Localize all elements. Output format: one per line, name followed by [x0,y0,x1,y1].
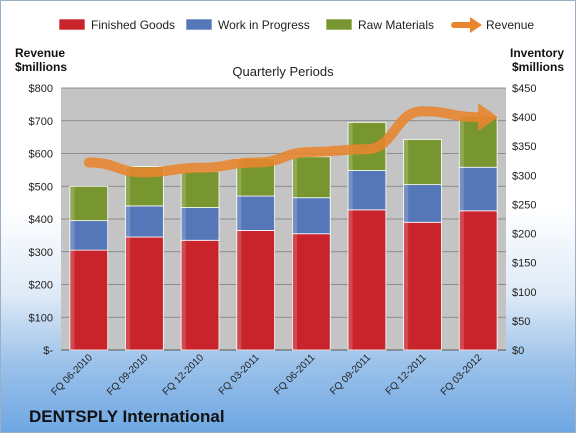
bar-segment [291,156,331,199]
bar-highlight [181,171,186,208]
x-tick-label: FQ 06-2010 [49,352,95,398]
bar-highlight [292,233,297,350]
bar-highlight [292,197,297,234]
legend-label: Finished Goods [91,18,175,32]
y-right-tick-label: $300 [512,170,536,182]
bar-highlight [348,170,353,210]
legend-swatch-arrow [470,17,482,33]
bar-segment [403,139,442,186]
bar-segment [236,195,275,231]
bar-segment [291,233,331,351]
bar-highlight [459,210,464,350]
x-tick-label: FQ 03-2011 [217,352,262,397]
bar-segment [291,197,331,235]
y-left-tick-label: $300 [29,247,53,259]
bar-highlight [181,207,186,241]
bar-segment [180,171,220,208]
bar-highlight [125,237,131,350]
y-right-tick-label: $250 [512,199,536,211]
bars [69,115,498,351]
y-right-tick-label: $0 [512,345,524,357]
y-left-tick-label: $700 [29,116,53,128]
bar-highlight [69,186,75,221]
bar-highlight [125,166,131,206]
y-right-tick-label: $450 [512,83,536,95]
y-right-tick-label: $200 [512,229,536,241]
bar-highlight [459,115,464,168]
bar-segment [458,210,498,351]
x-tick-label: FQ 03-2012 [439,352,485,398]
bar-segment [236,230,275,351]
bar-highlight [236,230,242,350]
bar-highlight [403,184,409,223]
x-tick-label: FQ 09-2010 [105,352,151,398]
x-tick-label: FQ 12-2010 [161,352,207,398]
y-right-tick-label: $100 [512,287,536,299]
bar-highlight [181,240,186,350]
y-left-tick-label: $100 [29,312,53,324]
y-right-axis-title: $millions [512,60,564,74]
bar-segment [347,170,387,211]
bar-segment [403,184,442,223]
y-right-tick-label: $350 [512,141,536,153]
bar-highlight [403,139,409,185]
y-left-tick-label: $500 [29,181,53,193]
chart-title: Quarterly Periods [232,64,334,79]
bar-highlight [236,158,242,197]
bar-segment [180,239,220,351]
revenue-line [83,103,499,178]
bar-segment [458,166,498,212]
y-left-tick-label: $200 [29,280,53,292]
y-right-tick-label: $50 [512,316,530,328]
y-left-tick-label: $400 [29,214,53,226]
legend-swatch [325,18,353,31]
bar-highlight [459,167,464,211]
bar-segment [69,249,109,351]
bar-segment [69,220,109,251]
company-name: DENTSPLY International [29,407,225,426]
legend-label: Revenue [486,18,534,32]
bar-highlight [125,205,131,238]
y-left-tick-label: $- [43,345,53,357]
bar-segment [347,209,387,351]
x-tick-label: FQ 12-2011 [384,352,429,397]
bar-segment [180,207,220,241]
y-left-tick-label: $600 [29,149,53,161]
y-right-axis-title: Inventory [510,46,564,60]
y-right-tick-label: $400 [512,112,536,124]
legend: Finished Goods Work in Progress Raw Materi… [58,17,534,33]
bar-highlight [403,222,409,350]
bar-highlight [348,209,353,350]
bar-highlight [292,156,297,198]
y-right-tick-label: $150 [512,258,536,270]
legend-label: Raw Materials [358,18,434,32]
bar-segment [125,205,164,238]
bar-segment [403,221,442,351]
y-left-axis-title: Revenue [15,46,65,60]
legend-label: Work in Progress [218,18,310,32]
legend-swatch [58,18,86,31]
x-tick-label: FQ 06-2011 [272,352,317,397]
bar-highlight [69,250,75,350]
bar-highlight [236,196,242,231]
legend-swatch [185,18,213,31]
x-tick-label: FQ 09-2011 [328,352,373,397]
bar-segment [125,236,164,351]
bar-highlight [69,220,75,251]
revenue-line-path [83,106,484,178]
bar-segment [69,185,109,222]
y-left-axis-title: $millions [15,60,67,74]
y-left-tick-label: $800 [29,83,53,95]
revenue-arrow-head [478,103,499,132]
